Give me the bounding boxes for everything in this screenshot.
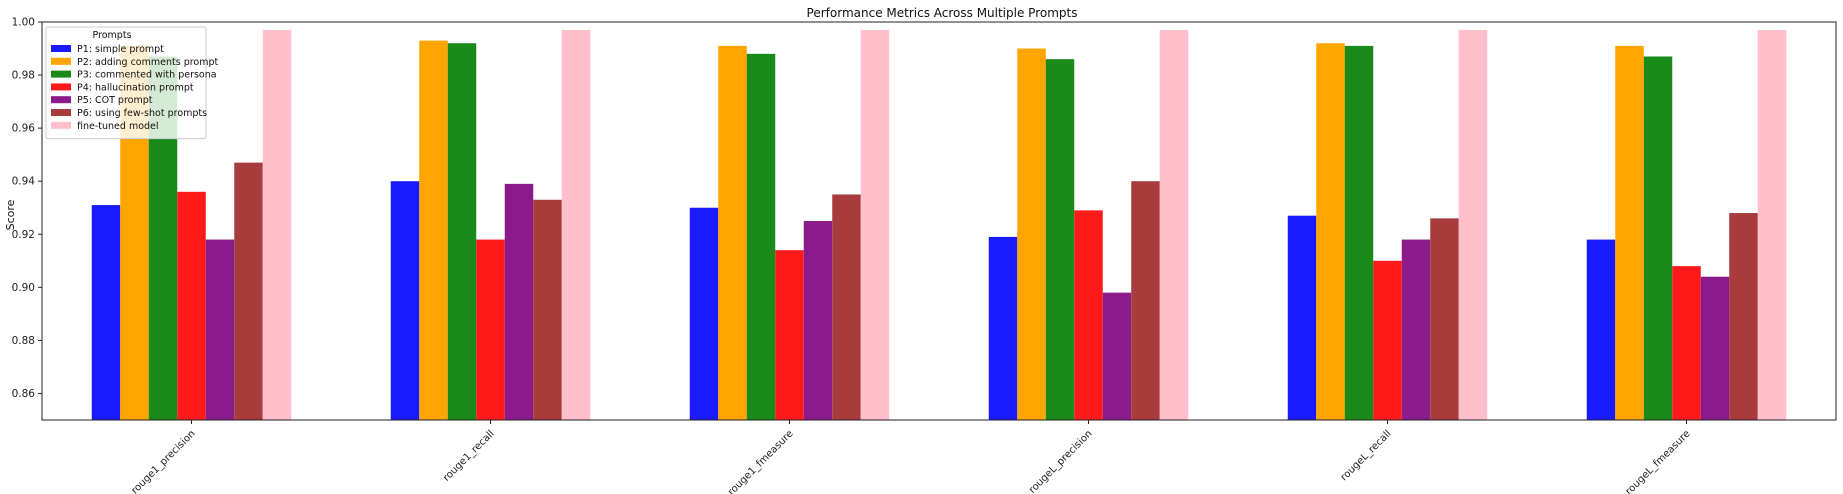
chart-title: Performance Metrics Across Multiple Prom… <box>807 6 1078 20</box>
bar <box>1586 239 1616 420</box>
legend-swatch <box>51 83 71 91</box>
bar <box>1159 29 1189 421</box>
bar <box>1074 210 1103 420</box>
bar <box>832 194 861 420</box>
plot-frame <box>41 21 1837 421</box>
bar <box>91 205 121 420</box>
bar <box>1401 239 1431 420</box>
bar <box>533 199 562 420</box>
legend-swatch <box>51 57 71 65</box>
y-tick-label: 0.94 <box>12 176 36 188</box>
y-tick-label: 0.88 <box>12 335 35 347</box>
bar <box>262 29 292 421</box>
bar <box>988 236 1018 420</box>
bar <box>447 43 477 421</box>
legend-swatch <box>51 96 71 104</box>
bar <box>1458 29 1488 421</box>
y-tick-label: 0.96 <box>12 123 36 135</box>
legend-entry: P5: COT prompt <box>77 95 153 106</box>
legend: Prompts P1: simple prompt P2: adding comme… <box>45 26 219 140</box>
bar <box>1316 43 1345 421</box>
bars-layer <box>91 29 1787 421</box>
legend-swatch <box>51 121 71 129</box>
bar <box>1672 266 1701 420</box>
bar <box>205 239 235 420</box>
bar <box>1373 260 1402 420</box>
bar <box>1757 29 1787 421</box>
bar <box>803 221 833 420</box>
y-tick-label: 0.86 <box>12 388 36 400</box>
bar <box>1729 213 1758 420</box>
y-tick-label: 0.90 <box>12 282 35 294</box>
bar <box>1344 45 1374 420</box>
bar <box>1615 45 1644 420</box>
bar <box>177 191 206 420</box>
bar <box>476 239 505 420</box>
bar <box>234 162 263 421</box>
legend-title: Prompts <box>92 30 131 41</box>
legend-entry: P2: adding comments prompt <box>77 57 219 68</box>
bar <box>390 181 420 420</box>
x-tick-label: rouge1_fmeasure <box>726 428 796 494</box>
bar <box>1131 181 1160 420</box>
y-tick-label: 0.92 <box>12 229 35 241</box>
bar <box>419 40 448 420</box>
legend-entry: P6: using few-shot prompts <box>77 108 207 119</box>
bar <box>1287 215 1317 420</box>
bar <box>1430 218 1459 420</box>
bar <box>746 53 776 421</box>
x-tick-label: rougeL_fmeasure <box>1624 428 1693 494</box>
legend-swatch <box>51 109 71 116</box>
bar <box>718 45 747 420</box>
x-tick-label: rouge1_precision <box>130 428 198 494</box>
bar <box>689 207 719 420</box>
legend-entry: P3: commented with persona <box>77 70 217 81</box>
y-axis-label: Score <box>4 199 17 230</box>
y-axis: 0.86 0.88 0.90 0.92 0.94 0.96 0.98 1.00 <box>12 17 42 400</box>
y-tick-label: 1.00 <box>12 17 35 29</box>
y-tick-label: 0.98 <box>12 70 35 82</box>
x-tick-label: rouge1_recall <box>441 428 496 483</box>
bar <box>860 29 890 421</box>
x-tick-label: rougeL_precision <box>1027 428 1095 494</box>
bar <box>1017 48 1046 421</box>
bar <box>1102 292 1132 420</box>
legend-swatch <box>51 45 71 52</box>
bar <box>561 29 591 421</box>
legend-box <box>45 26 207 140</box>
bar <box>1700 276 1730 420</box>
legend-entry: P1: simple prompt <box>77 44 164 55</box>
legend-entry: fine-tuned model <box>77 121 159 132</box>
bar <box>1045 59 1075 420</box>
x-tick-label: rougeL_recall <box>1339 428 1394 483</box>
bar <box>504 183 534 420</box>
legend-entry: P4: hallucination prompt <box>77 82 194 93</box>
bar <box>1643 56 1673 420</box>
legend-swatch <box>51 70 71 78</box>
bar <box>775 250 804 420</box>
x-axis: rouge1_precision rouge1_recall rouge1_fmea… <box>130 420 1693 494</box>
